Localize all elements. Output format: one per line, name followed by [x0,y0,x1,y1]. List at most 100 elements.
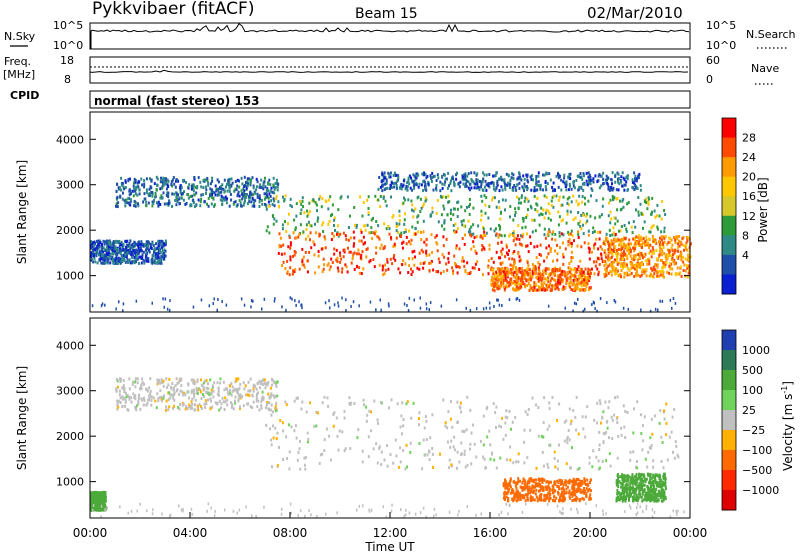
scatter-cell [225,201,228,205]
scatter-cell [196,404,199,408]
scatter-cell [141,257,143,260]
scatter-cell [431,176,434,180]
scatter-cell [481,248,483,252]
scatter-cell [624,409,627,413]
scatter-cell [123,253,125,257]
scatter-cell [656,257,659,261]
scatter-cell [603,264,606,268]
scatter-cell [464,184,466,188]
scatter-cell [259,183,262,187]
scatter-cell [594,174,597,178]
scatter-cell [591,303,593,307]
scatter-cell [547,216,550,220]
scatter-cell [119,261,122,265]
scatter-cell [544,277,547,281]
scatter-cell [562,262,565,266]
scatter-cell [572,481,575,485]
scatter-cell [255,185,258,189]
scatter-cell [581,482,584,486]
scatter-cell [103,253,106,257]
scatter-cell [418,423,420,427]
scatter-cell [634,225,637,229]
scatter-cell [518,171,520,175]
scatter-cell [675,261,677,265]
scatter-cell [504,486,507,490]
scatter-cell [534,267,537,271]
scatter-cell [575,199,578,203]
scatter-cell [604,178,607,182]
scatter-cell [418,442,421,445]
scatter-cell [607,250,610,254]
scatter-cell [136,193,139,197]
scatter-cell [467,172,470,176]
scatter-cell [474,249,477,253]
scatter-cell [142,243,145,247]
scatter-cell [423,260,426,264]
scatter-cell [145,190,148,194]
scatter-cell [151,190,154,194]
scatter-cell [464,465,467,469]
scatter-cell [167,195,170,199]
scatter-cell [205,390,208,394]
scatter-cell [666,248,669,252]
scatter-cell [470,234,473,238]
scatter-cell [665,421,668,425]
scatter-cell [481,180,484,184]
scatter-cell [658,249,661,253]
scatter-cell [331,232,334,235]
scatter-cell [229,388,232,392]
scatter-cell [398,219,401,222]
scatter-cell [158,242,161,246]
scatter-cell [525,278,528,282]
scatter-cell [425,419,428,423]
scatter-cell [566,435,569,439]
scatter-cell [579,220,582,224]
scatter-cell [613,413,616,417]
scatter-cell [115,378,118,381]
scatter-cell [233,189,236,193]
scatter-cell [185,180,187,184]
scatter-cell [616,219,619,223]
scatter-cell [90,254,92,258]
scatter-cell [508,483,511,487]
scatter-cell [437,257,440,261]
scatter-cell [572,182,575,185]
scatter-cell [456,400,459,404]
scatter-cell [547,276,549,280]
scatter-cell [665,402,668,406]
scatter-cell [404,228,407,232]
scatter-cell [509,205,512,208]
scatter-cell [155,201,158,205]
scatter-cell [202,179,205,183]
scatter-cell [617,261,620,265]
scatter-cell [237,192,239,196]
scatter-cell [218,399,221,403]
scatter-cell [143,185,146,189]
scatter-cell [639,184,642,188]
scatter-cell [276,188,279,192]
scatter-cell [572,490,575,494]
scatter-cell [390,398,393,402]
y-tick-label: 1000 [56,270,84,283]
scatter-cell [400,414,403,418]
scatter-cell [543,396,546,400]
scatter-cell [424,183,427,186]
scatter-cell [513,184,516,187]
scatter-cell [106,242,108,246]
scatter-cell [267,189,270,193]
scatter-cell [394,438,397,442]
scatter-cell [583,182,586,186]
scatter-cell [293,253,296,257]
scatter-cell [380,450,383,454]
scatter-cell [647,202,650,206]
scatter-cell [617,247,620,251]
scatter-cell [545,246,548,250]
scatter-cell [569,241,572,245]
scatter-cell [643,253,646,257]
scatter-cell [500,185,503,189]
scatter-cell [533,264,536,268]
scatter-cell [613,250,616,253]
scatter-cell [391,215,394,219]
scatter-cell [115,252,118,256]
